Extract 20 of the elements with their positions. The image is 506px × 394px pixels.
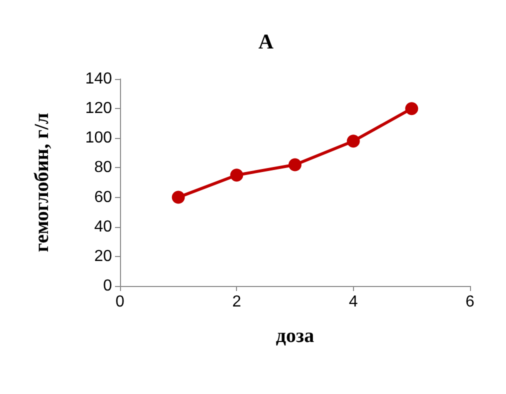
x-tick-label: 6: [466, 294, 475, 310]
y-tick-label: 120: [85, 100, 112, 118]
y-tick-label: 20: [94, 248, 112, 265]
point: [346, 134, 360, 148]
chart-title: A: [258, 30, 274, 54]
point: [288, 158, 302, 172]
point: [230, 168, 244, 182]
y-tick-label: 140: [85, 70, 112, 88]
y-tick-label: 40: [94, 218, 112, 236]
point: [405, 102, 418, 116]
point: [172, 190, 185, 204]
x-axis-title: доза: [276, 325, 314, 347]
y-axis-title: гемоглобин, г/л: [31, 112, 53, 252]
y-tick-label: 80: [94, 159, 112, 176]
x-tick-label: 4: [348, 294, 358, 310]
y-tick-label: 100: [85, 130, 112, 147]
y-tick-label: 60: [94, 188, 112, 206]
x-tick-label: 2: [232, 294, 242, 310]
y-tick-label: 0: [103, 278, 112, 294]
x-tick-label: 0: [116, 294, 125, 310]
